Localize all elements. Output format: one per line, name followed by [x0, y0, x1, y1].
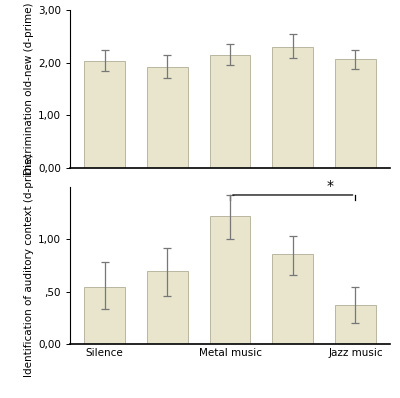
Bar [210, 55, 250, 168]
Bar [272, 254, 313, 344]
Text: *: * [327, 179, 334, 193]
Bar [84, 287, 125, 344]
Bar [147, 67, 188, 168]
Bar [272, 47, 313, 168]
Bar [335, 305, 376, 344]
Bar [210, 216, 250, 344]
Y-axis label: Identification of auditory context (d-prime): Identification of auditory context (d-pr… [24, 154, 34, 377]
Bar [335, 59, 376, 168]
Y-axis label: Discrimination old-new (d-prime): Discrimination old-new (d-prime) [24, 2, 34, 175]
Bar [147, 271, 188, 344]
Bar [84, 61, 125, 168]
